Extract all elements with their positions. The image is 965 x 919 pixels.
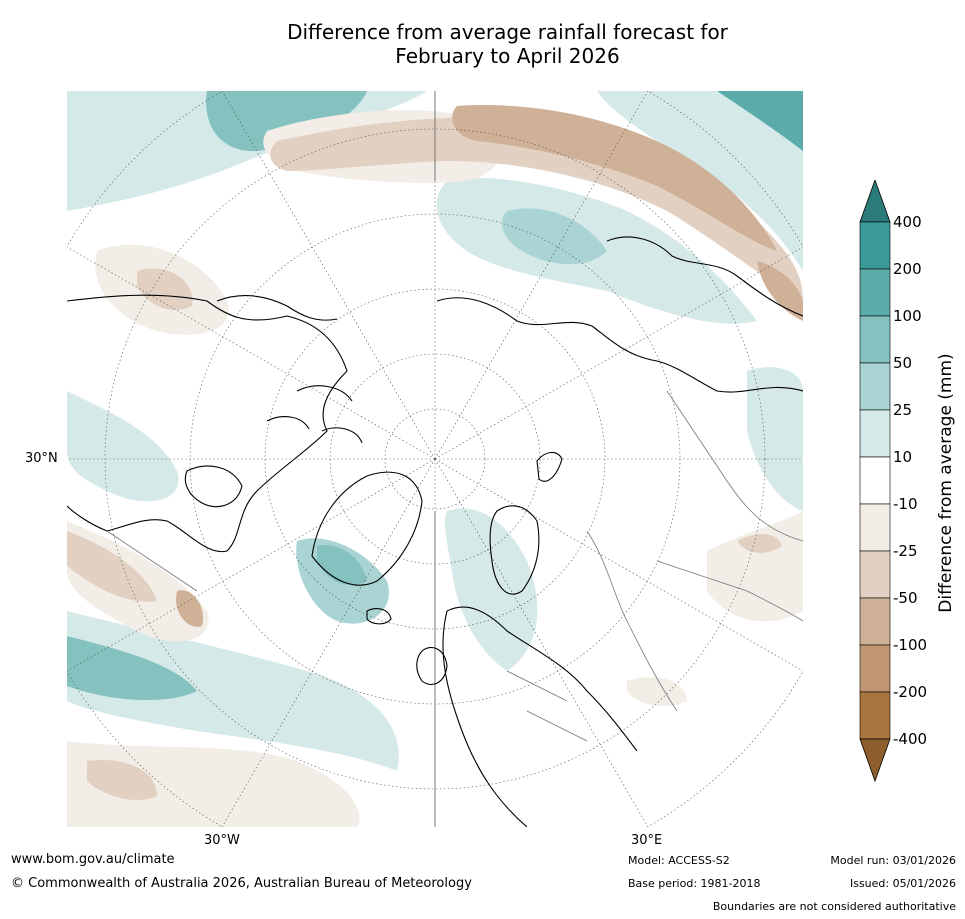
border-europe-2 [526,710,588,742]
colorbar-tick-label: 50 [893,354,913,372]
graticule-lat-40 [104,128,766,790]
wet-region-atlantic-core [67,636,197,701]
coast-europe [442,606,638,827]
dry-region-subtropical-atlantic [67,741,360,827]
coast-hudson-bay [184,465,243,508]
wet-region-north-pacific-core [206,91,367,152]
colorbar-tick-label: 200 [893,260,922,278]
colorbar-band-10 [859,691,891,740]
colorbar-band-2 [859,315,891,364]
graticule-meridian-150e [434,91,649,460]
lon-label-30w: 30°W [204,833,240,848]
coast-iceland [366,608,392,625]
dry-region-siberian-core [452,105,777,252]
wet-anomaly-regions [67,91,803,771]
wet-region-north-atlantic-top [597,91,803,271]
colorbar-extend-top [859,178,891,223]
wet-region-europe [444,508,538,671]
coast-greenland [311,471,423,586]
graticule-meridian-60e [434,458,803,672]
dry-region-gulf-core [176,590,203,627]
border-russia-west [586,530,678,712]
colorbar-extend-bottom [859,738,891,783]
lat-label-30n: 30°N [25,451,58,466]
colorbar-tick-label: -100 [893,636,928,654]
coast-north-america [67,294,348,553]
colorbar [855,178,895,785]
wet-region-left-ocean [67,391,179,502]
border-canada-us [106,530,198,592]
graticule-meridian-60w [67,458,436,672]
colorbar-tick-label: 10 [893,448,913,466]
wet-region-top-right-core [717,91,803,151]
colorbar-tick-label: 400 [893,213,922,231]
graticule-lat-60 [264,288,606,630]
coast-scandinavia [489,505,540,595]
colorbar-band-3 [859,362,891,411]
wet-region-labrador [317,545,367,585]
rainfall-anomaly-map [67,91,803,827]
colorbar-band-8 [859,597,891,646]
footer-copyright: © Commonwealth of Australia 2026, Austra… [11,876,472,891]
footer-model: Model: ACCESS-S2 [628,854,730,867]
coast-canadian-archipelago [266,385,363,444]
graticule-meridian-150w [221,91,436,460]
map-svg [67,91,803,827]
chart-title-line2: February to April 2026 [395,44,620,68]
dry-region-west-coast-core [67,531,157,602]
graticule-meridian-120e [434,246,803,460]
lon-label-30e: 30°E [631,833,663,848]
dry-anomaly-regions [67,105,803,827]
chart-title: Difference from average rainfall forecas… [100,20,915,68]
colorbar-band-4 [859,409,891,458]
colorbar-band-0 [859,221,891,270]
coast-east-asia [606,236,803,317]
border-europe-1 [506,670,568,702]
graticule-meridian-120w [67,246,436,460]
colorbar-svg [859,178,891,783]
chart-title-line1: Difference from average rainfall forecas… [287,20,728,44]
coast-british-isles [416,647,448,685]
colorbar-tick-label: -10 [893,495,918,513]
wet-region-atlantic-band [67,611,399,771]
wet-region-east [747,367,803,511]
footer-disclaimer: Boundaries are not considered authoritat… [712,900,956,913]
wet-region-siberia-core [502,208,607,265]
coast-siberia-north [436,297,803,393]
coastlines [67,236,803,827]
colorbar-band-7 [859,550,891,599]
dry-region-asia-east [707,511,803,622]
colorbar-axis-label: Difference from average (mm) [936,353,956,613]
footer-issued: Issued: 05/01/2026 [849,877,956,890]
graticule-meridian-30w [221,458,436,827]
colorbar-band-1 [859,268,891,317]
dry-region-far-east-core [757,261,803,321]
dry-region-subtropical-core [87,760,157,801]
colorbar-tick-label: -400 [893,730,928,748]
country-borders [106,390,803,742]
dry-region-middle-east [627,677,687,707]
colorbar-tick-label: 100 [893,307,922,325]
coast-alaska [216,295,338,321]
graticule-meridian-30e [434,458,649,827]
dry-region-pacific-left-core [137,268,193,310]
colorbar-tick-label: 25 [893,401,913,419]
graticule-lat-80 [384,408,486,510]
footer-url[interactable]: www.bom.gov.au/climate [11,852,175,867]
coast-novaya-zemlya [536,451,563,482]
colorbar-band-9 [859,644,891,693]
colorbar-tick-label: -25 [893,542,918,560]
footer-model-run: Model run: 03/01/2026 [830,854,956,867]
border-central-asia [656,560,803,622]
footer-base-period: Base period: 1981-2018 [628,877,761,890]
colorbar-tick-label: -200 [893,683,928,701]
border-china [666,390,803,542]
colorbar-band-6 [859,503,891,552]
colorbar-band-5 [859,456,891,505]
dry-region-asia-east-core [737,534,782,553]
colorbar-tick-label: -50 [893,589,918,607]
